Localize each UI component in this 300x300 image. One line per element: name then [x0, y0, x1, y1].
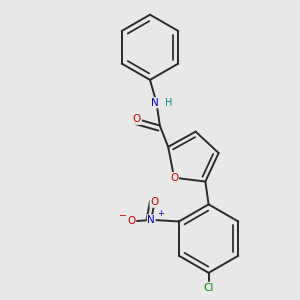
Text: Cl: Cl: [203, 283, 214, 292]
Text: +: +: [157, 209, 164, 218]
Text: −: −: [119, 211, 128, 220]
Text: H: H: [165, 98, 172, 108]
Text: O: O: [128, 217, 136, 226]
Text: O: O: [150, 197, 159, 207]
Text: O: O: [133, 114, 141, 124]
Text: O: O: [170, 173, 178, 183]
Text: N: N: [151, 98, 159, 108]
Text: N: N: [147, 215, 155, 225]
